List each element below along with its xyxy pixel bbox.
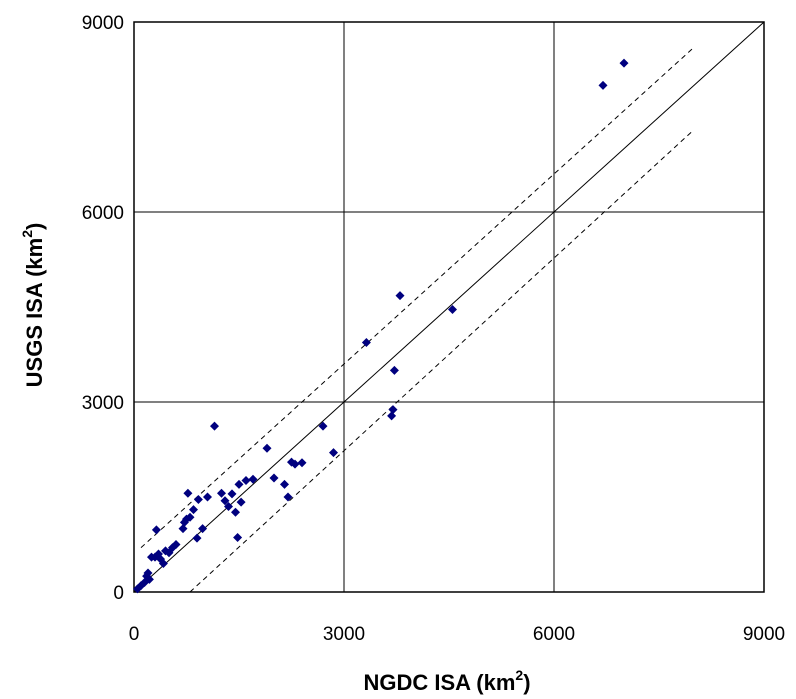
data-point [185,512,195,522]
x-tick-label: 3000 [323,624,365,645]
x-tick-label: 9000 [743,624,785,645]
data-point [220,496,230,506]
y-tick-label: 0 [113,583,124,604]
data-point [210,421,219,431]
data-point [290,459,300,469]
data-points [133,58,629,594]
data-point [158,559,168,568]
y-tick-labels: 0 3000 6000 9000 [82,13,124,604]
data-point [361,337,371,347]
data-point [233,533,243,543]
x-tick-label: 0 [129,624,140,645]
data-point [329,448,338,458]
data-point [143,568,153,578]
data-point [448,305,457,315]
data-point [387,411,397,421]
data-point [598,80,608,90]
data-point [619,58,629,68]
data-point [171,540,181,549]
reference-lines [133,21,765,593]
data-point [269,473,279,483]
y-axis-title: USGS ISA (km2) [19,223,47,388]
data-point [234,479,244,489]
x-axis-title: NGDC ISA (km2) [363,667,530,695]
data-point [189,505,198,515]
data-point [178,524,188,534]
data-point [203,492,212,502]
data-point [280,479,289,489]
data-point [283,492,293,502]
data-point [198,524,208,534]
data-point [193,495,203,505]
data-point [227,489,237,499]
dashed-bound-line-2 [189,129,695,593]
data-point [231,507,240,517]
one-to-one-line [133,21,765,593]
y-tick-label: 9000 [82,13,124,34]
data-point [389,365,399,375]
y-tick-label: 6000 [82,203,124,224]
data-point [224,502,233,511]
data-point [297,458,307,468]
data-point [318,421,328,431]
data-point [388,405,398,415]
data-point [217,488,226,498]
plot-frame [133,21,765,593]
x-tick-labels: 0 3000 6000 9000 [129,624,785,645]
x-tick-label: 6000 [533,624,575,645]
data-point [236,497,246,507]
data-point [241,476,251,486]
data-point [183,488,193,498]
data-point [151,525,161,535]
data-point [144,574,154,584]
data-point [248,474,258,484]
y-tick-label: 3000 [82,393,124,414]
data-point [395,291,405,301]
dashed-bound-line-1 [140,46,695,549]
data-point [262,443,272,453]
data-point [192,533,202,543]
